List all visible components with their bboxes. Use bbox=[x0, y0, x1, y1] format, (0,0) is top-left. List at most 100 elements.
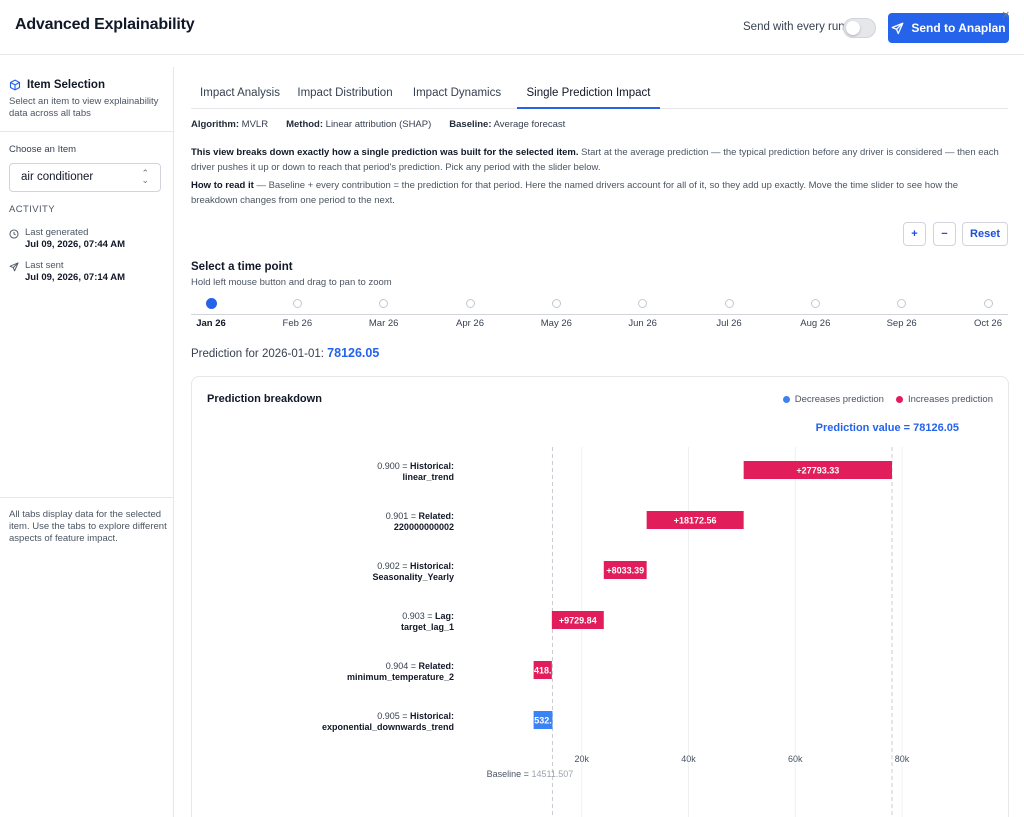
choose-item-label: Choose an Item bbox=[9, 144, 77, 155]
bar-value-label: +18172.56 bbox=[674, 516, 717, 526]
driver-name: Seasonality_Yearly bbox=[372, 572, 454, 582]
send-every-run-label: Send with every run bbox=[743, 21, 845, 33]
view-description-bold: This view breaks down exactly how a sing… bbox=[191, 147, 579, 158]
baseline-meta: Baseline: Average forecast bbox=[449, 119, 565, 130]
driver-value-prefix: 0.904 = bbox=[386, 661, 419, 671]
algorithm-value: MVLR bbox=[241, 119, 269, 130]
toggle-knob bbox=[846, 21, 860, 35]
x-tick-label: 60k bbox=[788, 754, 803, 764]
baseline-label: Baseline = 14511.507 bbox=[487, 769, 574, 779]
time-slider-track[interactable] bbox=[191, 314, 1008, 315]
driver-name: target_lag_1 bbox=[401, 622, 454, 632]
driver-value-prefix: 0.902 = bbox=[377, 561, 410, 571]
time-point-label[interactable]: Mar 26 bbox=[368, 318, 399, 329]
last-generated-value: Jul 09, 2026, 07:44 AM bbox=[25, 239, 125, 250]
driver-value-prefix: 0.900 = bbox=[377, 461, 410, 471]
time-point-label[interactable]: Jul 26 bbox=[716, 318, 742, 329]
app-title: Advanced Explainability bbox=[15, 16, 195, 33]
chevron-updown-icon: ⌃ ⌄ bbox=[141, 168, 149, 185]
driver-group: Historical: bbox=[410, 711, 454, 721]
paper-plane-icon bbox=[891, 22, 904, 34]
time-point-dot[interactable] bbox=[983, 299, 993, 308]
time-point-label[interactable]: Jan 26 bbox=[196, 318, 226, 329]
time-point-dot[interactable] bbox=[724, 299, 734, 308]
time-point-label[interactable]: Feb 26 bbox=[282, 318, 313, 329]
time-slider[interactable]: Jan 26 Feb 26 Mar 26 Apr 26 May 26 Jun 26 Jul … bbox=[191, 295, 1008, 335]
last-sent-value: Jul 09, 2026, 07:14 AM bbox=[25, 272, 125, 283]
prediction-label: Prediction for 2026-01-01: bbox=[191, 348, 324, 360]
model-meta: Algorithm: MVLR Method: Linear attributi… bbox=[191, 119, 565, 130]
send-to-anaplan-label: Send to Anaplan bbox=[911, 21, 1006, 35]
algorithm-meta: Algorithm: MVLR bbox=[191, 119, 268, 130]
driver-group: Historical: bbox=[410, 561, 454, 571]
time-point-dot[interactable] bbox=[379, 299, 389, 308]
legend-decreases: Decreases prediction bbox=[782, 394, 884, 405]
time-point-label[interactable]: May 26 bbox=[540, 318, 572, 329]
time-point-dot[interactable] bbox=[897, 299, 907, 308]
how-to-read-bold: How to read it bbox=[191, 180, 254, 191]
time-point-label[interactable]: Apr 26 bbox=[456, 318, 484, 329]
sidebar-title: Item Selection bbox=[9, 79, 105, 91]
driver-label: 0.902 = Historical: bbox=[377, 561, 454, 571]
x-tick-label: 20k bbox=[574, 754, 589, 764]
bar-value-label: +9729.84 bbox=[559, 616, 597, 626]
driver-label: 0.901 = Related: bbox=[386, 511, 454, 521]
time-point-dot[interactable] bbox=[551, 299, 561, 308]
legend-swatch-decrease bbox=[782, 396, 790, 403]
driver-name: exponential_downwards_trend bbox=[322, 722, 454, 732]
zoom-out-button[interactable]: − bbox=[933, 222, 956, 246]
driver-label: 0.903 = Lag: bbox=[402, 611, 454, 621]
time-point-dot[interactable] bbox=[465, 299, 475, 308]
send-to-anaplan-button[interactable]: Send to Anaplan bbox=[888, 13, 1009, 43]
bar-value-label: 418. bbox=[534, 666, 552, 676]
item-select[interactable]: air conditioner ⌃ ⌄ bbox=[9, 163, 161, 192]
legend-decreases-label: Decreases prediction bbox=[794, 394, 884, 405]
time-point-hint: Hold left mouse button and drag to pan t… bbox=[191, 277, 392, 288]
driver-name: minimum_temperature_2 bbox=[347, 672, 454, 682]
close-icon[interactable]: × bbox=[1002, 7, 1010, 22]
breakdown-bar bbox=[551, 611, 604, 629]
breakdown-bar bbox=[533, 711, 553, 729]
time-point-dot[interactable] bbox=[205, 298, 217, 309]
method-label: Method: bbox=[286, 119, 324, 130]
driver-value-prefix: 0.905 = bbox=[377, 711, 410, 721]
time-point-dot[interactable] bbox=[292, 299, 302, 308]
breakdown-bar bbox=[603, 561, 647, 579]
prediction-value-label: Prediction value = 78126.05 bbox=[816, 422, 959, 434]
time-point-title: Select a time point bbox=[191, 261, 293, 273]
time-point-label[interactable]: Jun 26 bbox=[628, 318, 657, 329]
tab-impact-analysis[interactable]: Impact Analysis bbox=[200, 87, 280, 99]
time-point-label[interactable]: Oct 26 bbox=[974, 318, 1002, 329]
send-every-run-toggle[interactable] bbox=[843, 18, 876, 38]
time-point-dot[interactable] bbox=[810, 299, 820, 308]
sidebar-title-text: Item Selection bbox=[27, 79, 105, 91]
legend-swatch-increase bbox=[895, 396, 903, 403]
reset-zoom-button[interactable]: Reset bbox=[962, 222, 1008, 246]
time-point-label[interactable]: Aug 26 bbox=[800, 318, 831, 329]
x-tick-label: 80k bbox=[895, 754, 910, 764]
method-value: Linear attribution (SHAP) bbox=[325, 119, 432, 130]
tab-single-prediction-impact[interactable]: Single Prediction Impact bbox=[517, 78, 660, 109]
last-generated: Last generated Jul 09, 2026, 07:44 AM bbox=[9, 227, 125, 251]
method-meta: Method: Linear attribution (SHAP) bbox=[286, 119, 431, 130]
divider bbox=[0, 497, 173, 498]
paper-plane-icon bbox=[9, 262, 19, 272]
driver-group: Related: bbox=[418, 661, 454, 671]
sidebar: Item Selection Select an item to view ex… bbox=[0, 67, 174, 817]
time-point-dot[interactable] bbox=[638, 299, 648, 308]
tab-impact-distribution[interactable]: Impact Distribution bbox=[297, 87, 393, 99]
view-description: This view breaks down exactly how a sing… bbox=[191, 145, 1006, 175]
driver-label: 0.905 = Historical: bbox=[377, 711, 454, 721]
tab-impact-dynamics[interactable]: Impact Dynamics bbox=[412, 87, 502, 99]
driver-name: 220000000002 bbox=[394, 522, 454, 532]
how-to-read: How to read it — Baseline + every contri… bbox=[191, 178, 1006, 208]
algorithm-label: Algorithm: bbox=[191, 119, 240, 130]
baseline-value: Average forecast bbox=[493, 119, 566, 130]
last-generated-label: Last generated bbox=[25, 227, 89, 238]
waterfall-chart: 20k 40k 60k 80k Prediction value = 78126.05 B… bbox=[322, 422, 959, 817]
zoom-in-button[interactable]: + bbox=[903, 222, 926, 246]
time-point-label[interactable]: Sep 26 bbox=[886, 318, 917, 329]
activity-heading: ACTIVITY bbox=[9, 204, 55, 215]
sidebar-footer-note: All tabs display data for the selected i… bbox=[9, 509, 167, 544]
legend-increases: Increases prediction bbox=[895, 394, 993, 405]
